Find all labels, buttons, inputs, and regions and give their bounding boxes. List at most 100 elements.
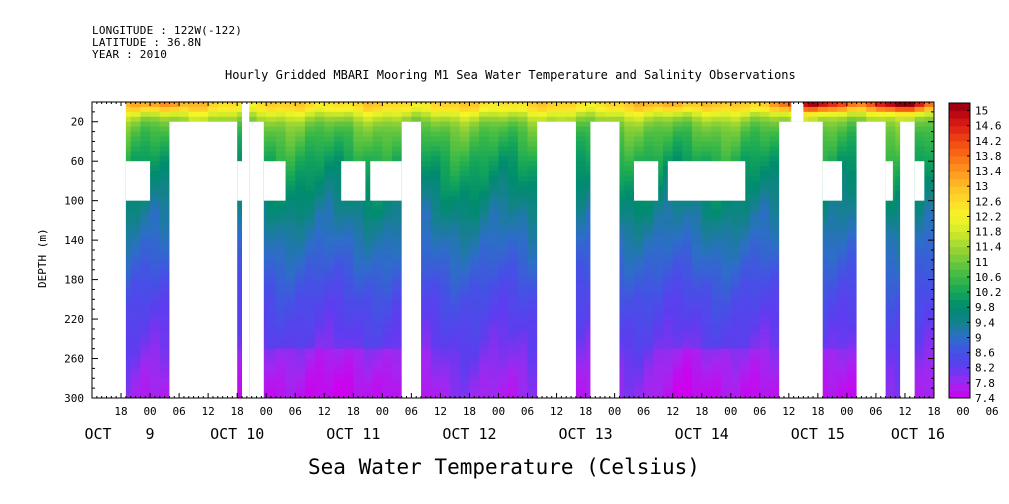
heat-cell [643,348,654,355]
heat-cell [817,235,829,241]
heat-cell [459,343,471,350]
heat-cell [353,136,364,143]
heat-cell [333,269,345,276]
heat-cell [479,225,490,231]
heat-cell [750,343,761,350]
heat-cell [140,368,151,374]
heat-cell [750,348,761,355]
heat-cell [653,225,664,231]
heat-cell [488,319,500,325]
heat-cell [324,210,335,217]
heat-cell [314,151,325,157]
heat-cell [721,363,732,369]
heat-cell [324,131,335,138]
heat-cell [488,284,500,291]
heat-cell [488,111,500,118]
heat-cell [159,190,171,197]
heat-cell [333,156,345,162]
heat-cell [130,250,141,256]
heat-cell [730,245,742,251]
heat-cell [285,378,296,384]
heat-cell [663,220,674,226]
heat-cell [159,102,171,108]
heat-cell [846,235,858,241]
heat-cell [633,353,645,360]
heat-cell [740,180,751,187]
heat-cell [527,348,538,355]
heat-cell [498,289,509,295]
heat-cell [575,185,587,192]
heat-cell [846,383,858,389]
heat-cell [798,102,809,108]
heat-cell [450,393,461,398]
heat-cell [304,264,316,271]
heat-cell [575,314,587,320]
heat-cell [672,126,683,133]
heat-cell [759,126,771,133]
heat-cell [121,131,132,138]
heat-cell [440,161,451,167]
heat-cell [517,368,529,374]
heat-cell [130,373,141,379]
heat-cell [508,166,519,172]
heat-cell [304,215,316,221]
heat-cell [469,215,480,221]
heat-cell [759,106,771,113]
heat-cell [140,121,151,128]
heat-cell [430,269,442,276]
heat-cell [817,245,829,251]
heat-cell [740,131,751,138]
heat-cell [827,284,838,291]
heat-cell [817,121,829,128]
heat-cell [450,166,461,172]
heat-cell [479,215,490,221]
heat-cell [450,215,461,221]
heat-cell [450,373,461,379]
heat-cell [130,240,141,246]
heat-cell [343,338,354,345]
heat-cell [759,146,771,152]
heat-cell [275,338,287,345]
heat-cell [130,106,141,113]
heat-cell [266,299,277,305]
heat-cell [527,333,538,340]
heat-cell [285,190,296,197]
heat-cell [721,284,732,291]
heat-cell [633,121,645,128]
heat-cell [672,353,683,360]
heat-cell [150,269,161,276]
heat-cell [846,166,858,172]
heat-cell [624,314,635,320]
heat-cell [633,373,645,379]
heat-cell [508,328,519,335]
heat-cell [672,368,683,374]
heat-cell [769,259,780,266]
heat-cell [343,141,354,147]
heat-cell [479,373,490,379]
heat-cell [759,102,771,108]
heat-cell [440,146,451,152]
heat-cell [488,156,500,162]
heat-cell [730,279,742,286]
heat-cell [150,195,161,202]
heat-cell [159,136,171,143]
heat-cell [827,353,838,360]
heat-cell [382,314,393,320]
heat-cell [885,324,896,330]
heat-cell [701,289,712,295]
heat-cell [140,225,151,231]
heat-cell [508,254,519,261]
heat-cell [324,333,335,340]
heat-cell [440,373,451,379]
heat-cell [150,215,161,221]
heat-cell [285,388,296,394]
heat-cell [721,102,732,108]
heat-cell [604,116,616,123]
heat-cell [440,259,451,266]
heat-cell [159,200,171,207]
heat-cell [324,235,335,241]
heat-cell [575,358,587,365]
heat-cell [769,166,780,172]
heat-cell [769,304,780,310]
heat-cell [750,121,761,128]
